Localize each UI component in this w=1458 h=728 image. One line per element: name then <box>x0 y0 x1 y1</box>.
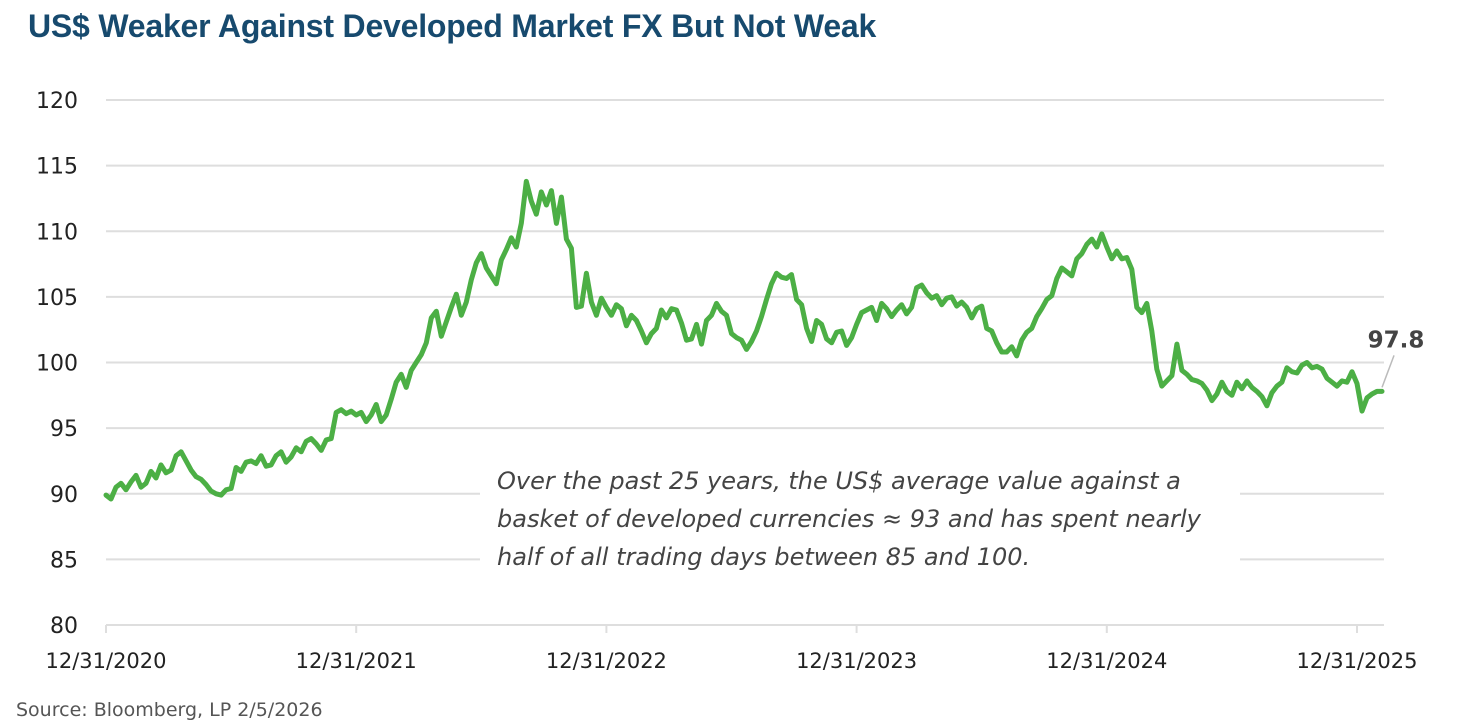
y-tick-label: 110 <box>36 220 78 245</box>
y-tick-label: 80 <box>50 614 78 639</box>
x-tick-label: 12/31/2021 <box>296 649 417 673</box>
chart-title: US$ Weaker Against Developed Market FX B… <box>28 8 877 44</box>
last-value-label: 97.8 <box>1368 327 1425 353</box>
y-axis-ticks: 120 115 110 105 100 95 90 85 80 <box>36 89 78 639</box>
x-axis-ticks: 12/31/2020 12/31/2021 12/31/2022 12/31/2023… <box>45 625 1418 673</box>
x-tick-label: 12/31/2022 <box>546 649 667 673</box>
x-tick-label: 12/31/2020 <box>45 649 166 673</box>
callout-line: half of all trading days between 85 and … <box>497 543 1031 571</box>
callout-line: Over the past 25 years, the US$ average … <box>497 467 1181 495</box>
callout-note: Over the past 25 years, the US$ average … <box>480 462 1240 582</box>
series-line <box>103 178 1385 502</box>
y-tick-label: 95 <box>50 417 78 442</box>
y-tick-label: 90 <box>50 483 78 508</box>
x-tick-label: 12/31/2025 <box>1296 649 1417 673</box>
annotation-leader-line <box>1381 355 1395 388</box>
y-tick-label: 105 <box>36 286 78 311</box>
annotation-layer: 97.8 <box>1368 327 1425 388</box>
series-layer <box>103 178 1385 502</box>
callout-line: basket of developed currencies ≈ 93 and … <box>497 505 1201 533</box>
x-tick-label: 12/31/2023 <box>796 649 917 673</box>
source-note: Source: Bloomberg, LP 2/5/2026 <box>16 699 323 721</box>
y-tick-label: 85 <box>50 548 78 573</box>
y-tick-label: 100 <box>36 352 78 377</box>
y-tick-label: 120 <box>36 89 78 114</box>
y-tick-label: 115 <box>36 155 78 180</box>
x-tick-label: 12/31/2024 <box>1046 649 1167 673</box>
